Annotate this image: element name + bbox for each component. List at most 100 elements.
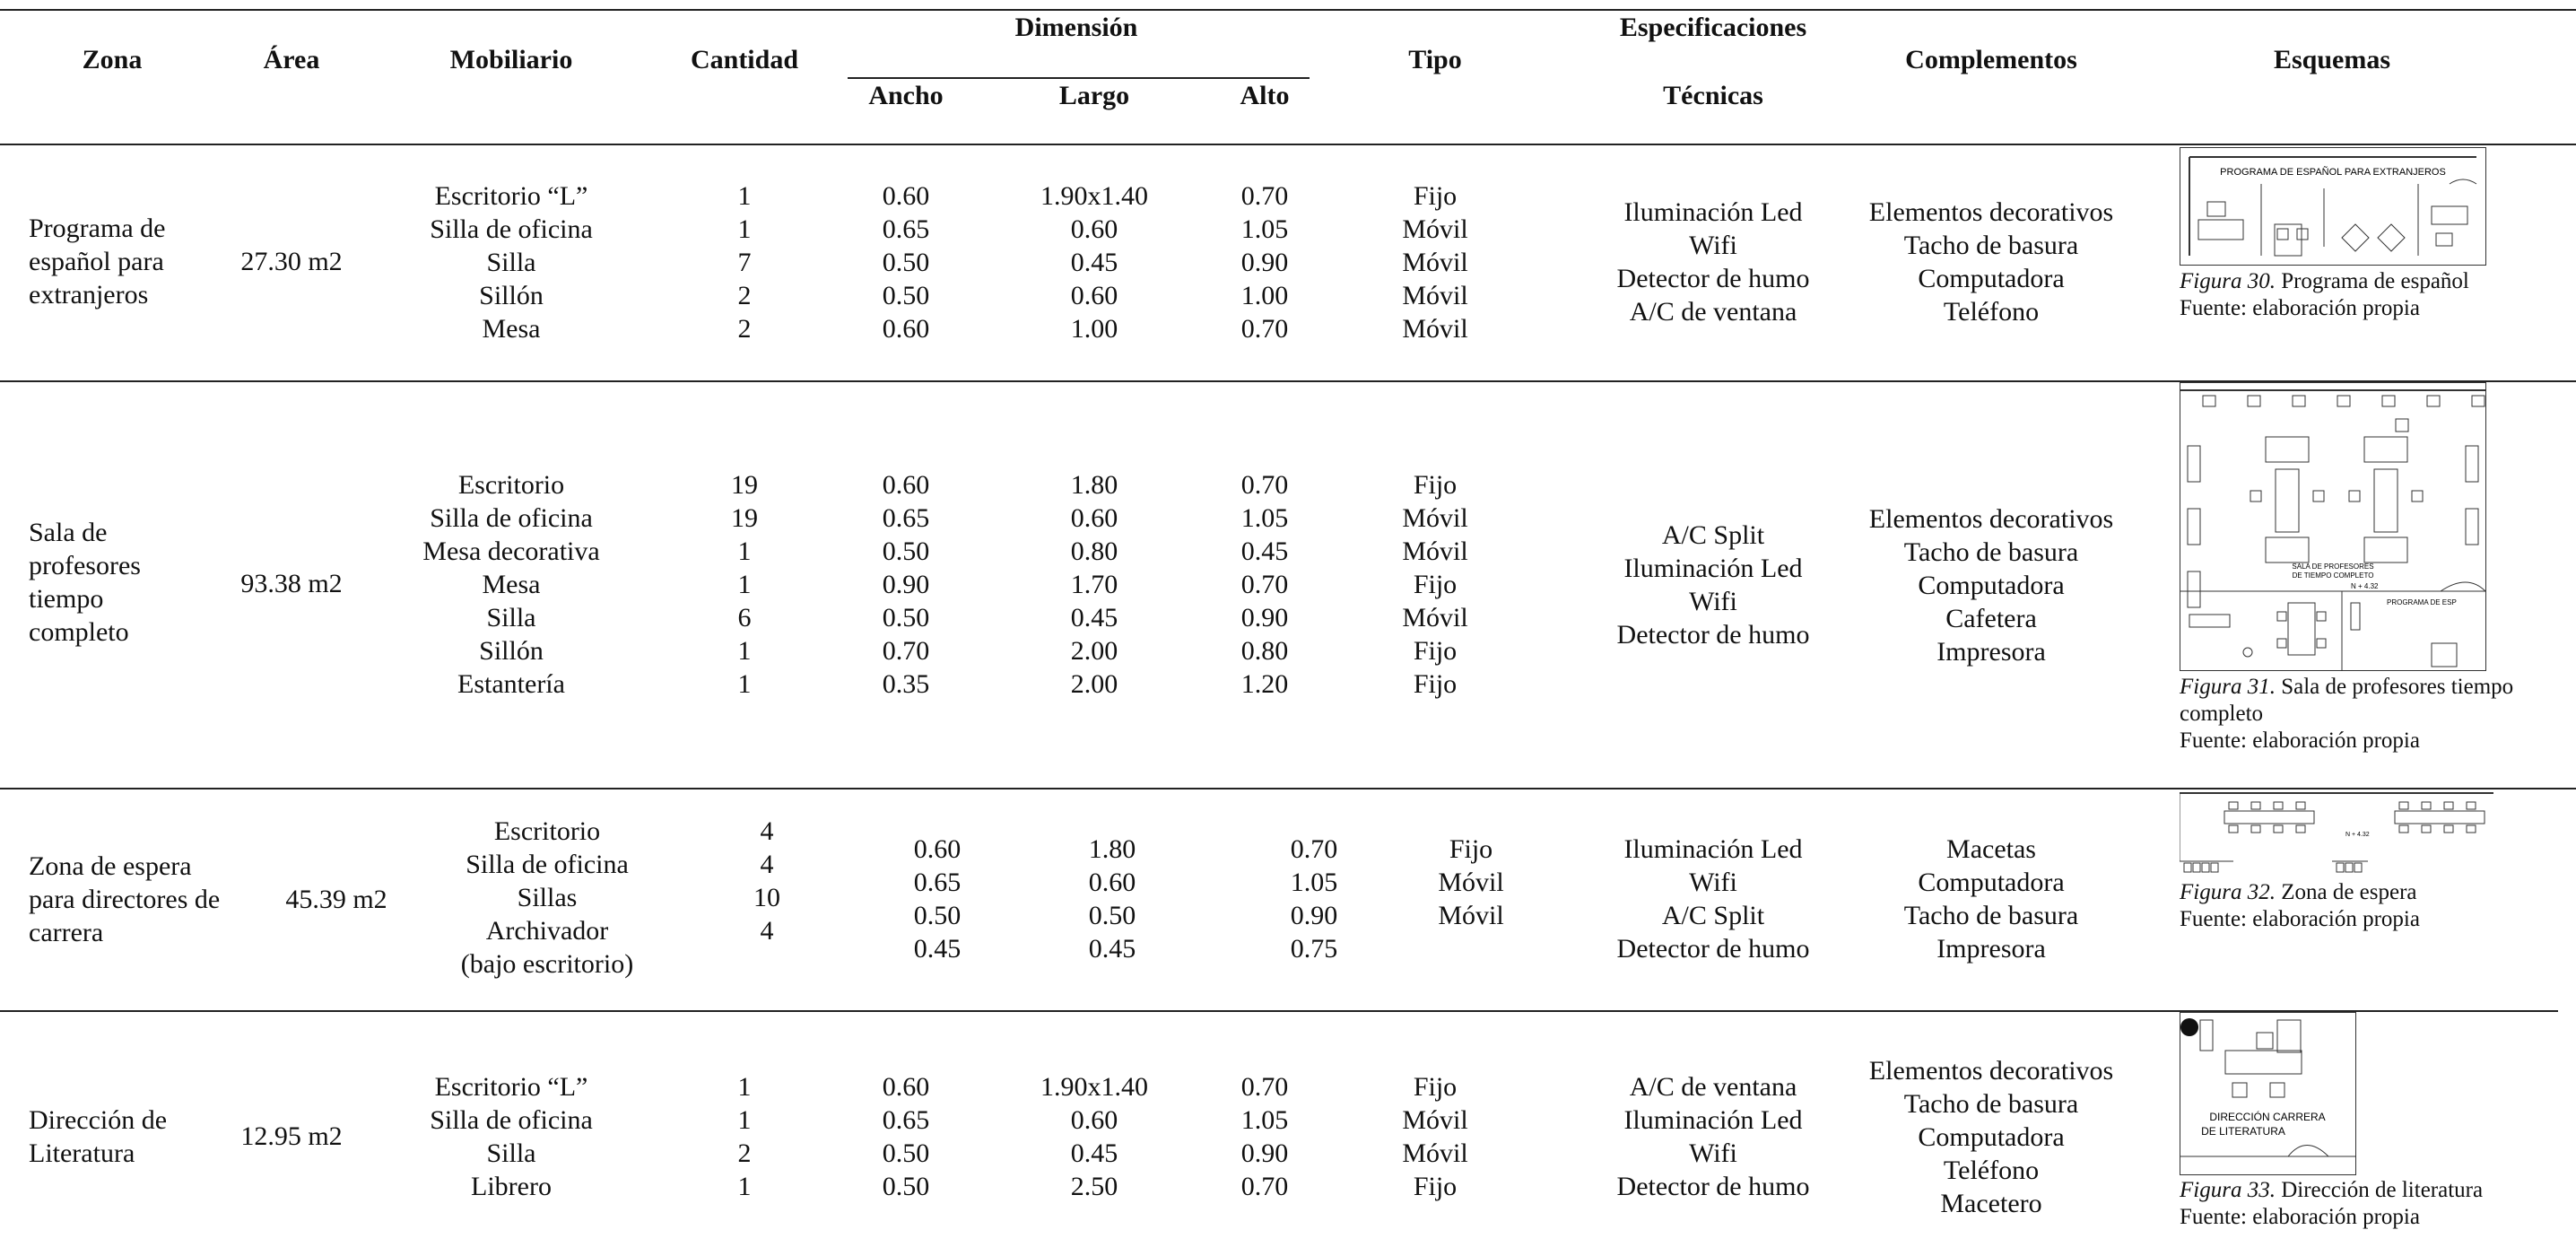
ancho-value: 0.60 [882,314,930,344]
largo-value: 0.45 [1070,1138,1118,1168]
especificacion-item: Wifi [1689,868,1737,897]
especificacion-item: A/C de ventana [1629,297,1797,327]
row2-ancho: 0.60 0.65 0.50 0.90 0.50 0.70 0.35 [861,468,951,701]
especificacion-item: Iluminación Led [1623,554,1803,583]
row2-cantidad: 19 19 1 1 6 1 1 [700,468,789,701]
largo-value: 2.00 [1070,636,1118,666]
figure-number: Figura 31. [2180,675,2276,699]
cantidad-value: 1 [737,1105,752,1135]
largo-value: 0.45 [1070,248,1118,277]
row1-alto: 0.70 1.05 0.90 1.00 0.70 [1220,179,1310,345]
header-cantidad: Cantidad [690,45,799,74]
alto-value: 1.20 [1240,669,1289,699]
row2-zona: Sala de profesores tiempo completo [29,516,208,649]
ancho-value: 0.65 [882,214,930,244]
row1-mobiliario: Escritorio “L” Silla de oficina Silla Si… [386,179,637,345]
cantidad-value: 1 [737,1072,752,1102]
cantidad-value: 4 [760,850,774,879]
alto-value: 0.70 [1290,834,1338,864]
header-alto: Alto [1240,81,1290,110]
row4-alto: 0.70 1.05 0.90 0.70 [1220,1070,1310,1203]
figure-source: Fuente: elaboración propia [2180,1205,2420,1229]
tipo-value: Móvil [1402,536,1468,566]
alto-value: 1.05 [1290,868,1338,897]
header-area: Área [263,45,320,74]
mobiliario-item: Sillón [479,636,544,666]
largo-value: 0.60 [1070,281,1118,310]
floorplan-drawing: DIRECCIÓN CARRERA DE LITERATURA [2180,1018,2355,1157]
mobiliario-item: Silla [486,1138,536,1168]
row4-mobiliario: Escritorio “L” Silla de oficina Silla Li… [386,1070,637,1203]
zona-line: carrera [29,918,104,947]
tipo-value: Fijo [1449,834,1493,864]
tipo-value: Móvil [1402,214,1468,244]
cantidad-value: 10 [753,883,780,912]
largo-value: 1.80 [1088,834,1136,864]
ancho-value: 0.45 [913,934,962,964]
tipo-value: Móvil [1402,503,1468,533]
mobiliario-item: Silla de oficina [430,503,593,533]
tipo-value: Fijo [1413,570,1458,599]
row1-especificaciones: Iluminación Led Wifi Detector de humo A/… [1588,196,1839,328]
complemento-item: Macetas [1946,834,2036,864]
alto-value: 0.70 [1240,1072,1289,1102]
alto-value: 0.90 [1240,1138,1289,1168]
header-tipo: Tipo [1408,45,1462,74]
tipo-value: Fijo [1413,1172,1458,1201]
floorplan-figure-30: PROGRAMA DE ESPAÑOL PARA EXTRANJEROS [2180,147,2486,266]
header-dimension: Dimensión [1014,13,1138,42]
plan-label: SALA DE PROFESORES [2292,563,2373,571]
row4-zona: Dirección de Literatura [29,1103,208,1170]
figure-30-caption: Figura 30. Programa de español Fuente: e… [2180,268,2574,322]
figure-number: Figura 33. [2180,1178,2276,1202]
ancho-value: 0.50 [882,536,930,566]
complemento-item: Macetero [1940,1189,2042,1218]
cantidad-value: 2 [737,314,752,344]
largo-value: 1.90x1.40 [1040,181,1148,211]
row3-cantidad: 4 4 10 4 [722,815,812,947]
figure-31-caption: Figura 31. Sala de profesores tiempo com… [2180,674,2574,754]
figure-caption-text: Zona de espera [2281,880,2417,904]
floorplan-figure-33: DIRECCIÓN CARRERA DE LITERATURA [2180,1012,2356,1175]
especificacion-item: Detector de humo [1616,620,1810,650]
ancho-value: 0.65 [882,1105,930,1135]
header-ancho: Ancho [868,81,944,110]
especificacion-item: Detector de humo [1616,1172,1810,1201]
row1-area: 27.30 m2 [240,247,343,276]
ancho-value: 0.60 [882,181,930,211]
alto-value: 0.90 [1290,901,1338,930]
largo-value: 0.60 [1070,503,1118,533]
largo-value: 1.80 [1070,470,1118,500]
tipo-value: Fijo [1413,470,1458,500]
mobiliario-item: Silla [486,603,536,632]
cantidad-value: 19 [731,503,758,533]
largo-value: 0.45 [1088,934,1136,964]
complemento-item: Tacho de basura [1903,537,2079,567]
cantidad-value: 7 [737,248,752,277]
figure-source: Fuente: elaboración propia [2180,296,2420,320]
header-especificaciones: Especificaciones [1619,13,1807,42]
ancho-value: 0.65 [913,868,962,897]
tipo-value: Móvil [1402,281,1468,310]
tipo-value: Móvil [1438,868,1504,897]
mobiliario-item: Escritorio “L” [434,1072,588,1102]
header-largo: Largo [1058,81,1130,110]
tipo-value: Móvil [1402,1138,1468,1168]
complemento-item: Tacho de basura [1903,901,2079,930]
row2-mobiliario: Escritorio Silla de oficina Mesa decorat… [386,468,637,701]
largo-value: 0.45 [1070,603,1118,632]
row1-cantidad: 1 1 7 2 2 [700,179,789,345]
plan-label: DE LITERATURA [2201,1125,2285,1138]
row3-complementos: Macetas Computadora Tacho de basura Impr… [1866,833,2117,965]
especificacion-item: Iluminación Led [1623,1105,1803,1135]
tipo-value: Móvil [1402,314,1468,344]
ancho-value: 0.60 [913,834,962,864]
header-tecnicas: Técnicas [1663,81,1763,110]
alto-value: 0.70 [1240,1172,1289,1201]
figure-32-caption: Figura 32. Zona de espera Fuente: elabor… [2180,879,2574,933]
tipo-value: Móvil [1402,603,1468,632]
cantidad-value: 1 [737,636,752,666]
zona-line: para directores de [29,885,221,914]
header-zona: Zona [82,45,143,74]
